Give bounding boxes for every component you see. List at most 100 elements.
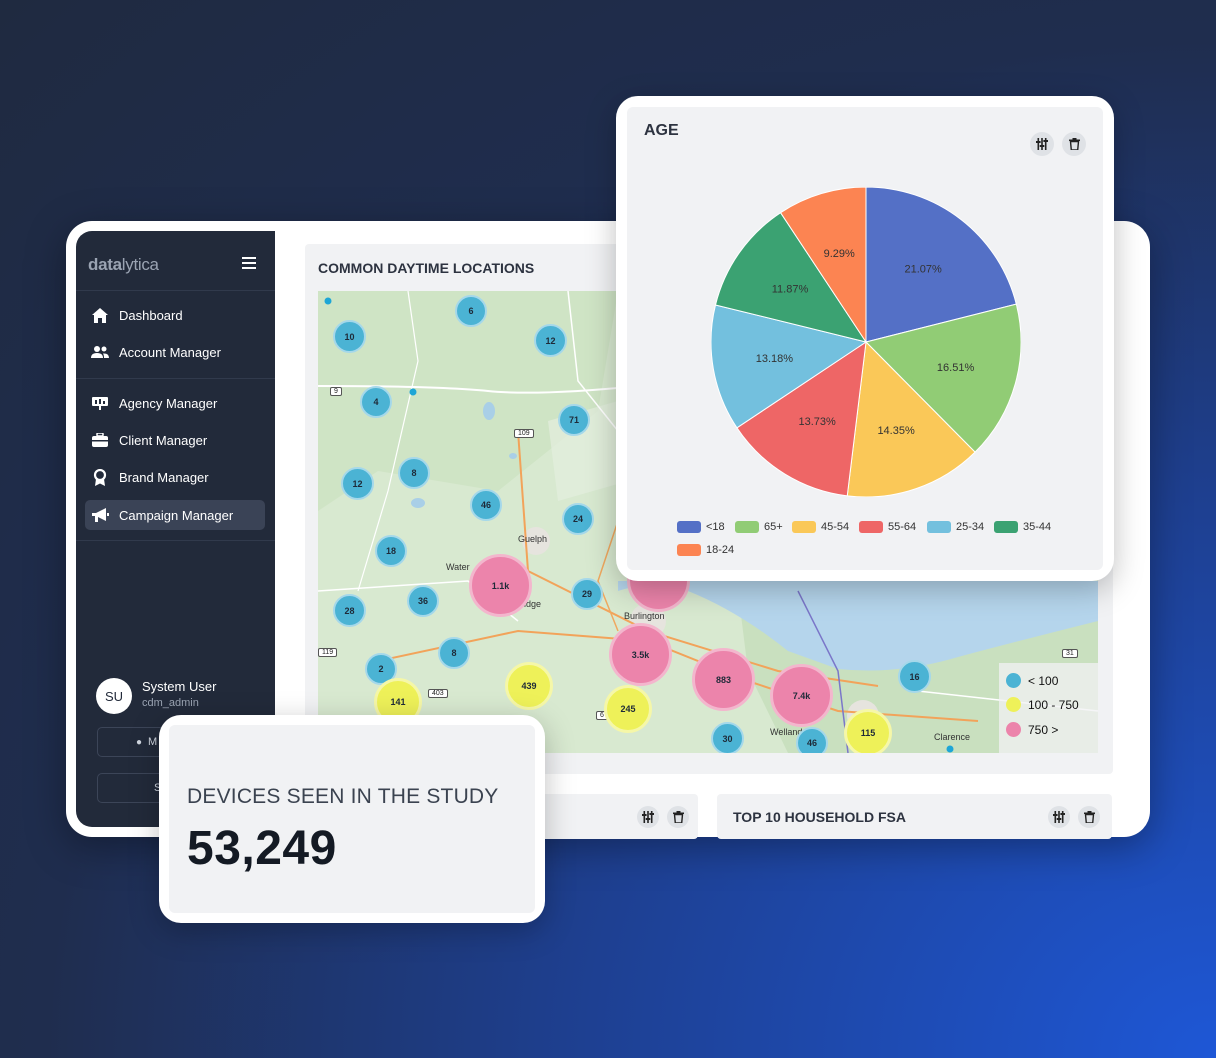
sidebar-divider — [76, 540, 275, 541]
nav-client-manager[interactable]: Client Manager — [85, 425, 265, 455]
trash-icon[interactable] — [1078, 806, 1100, 828]
pie-legend-item[interactable]: 35-44 — [994, 521, 1051, 533]
logo[interactable]: datalytica — [88, 255, 159, 274]
nav-dashboard[interactable]: Dashboard — [85, 300, 265, 330]
map-cluster[interactable]: 7.4k — [770, 664, 833, 727]
pie-legend-item[interactable]: 55-64 — [859, 521, 916, 533]
nav-label: Campaign Manager — [119, 507, 234, 523]
legend-swatch — [677, 544, 701, 556]
legend-label: 35-44 — [1023, 521, 1052, 533]
age-chart-card: AGE 21.07% 16.51% 14.35% 13.73% 13.18% 11.87%… — [627, 107, 1103, 570]
pie-legend-item[interactable]: 25-34 — [927, 521, 984, 533]
devices-label: DEVICES SEEN IN THE STUDY — [187, 785, 499, 808]
age-pie-chart: 21.07% 16.51% 14.35% 13.73% 13.18% 11.87% 9.29… — [711, 187, 1021, 497]
legend-item: 750 > — [1006, 722, 1058, 737]
nav-label: Agency Manager — [119, 395, 218, 411]
pie-slice-25-34[interactable] — [711, 304, 868, 429]
map-cluster[interactable]: 36 — [407, 585, 439, 617]
hamburger-menu-icon[interactable] — [242, 257, 256, 269]
pie-slice-45-54[interactable] — [846, 340, 976, 497]
pie-slice-<18[interactable] — [865, 187, 1017, 343]
road-shield: 9 — [330, 387, 342, 396]
user-circle-icon: ● — [136, 736, 143, 748]
map-cluster[interactable]: 71 — [558, 404, 590, 436]
pie-slice-55-64[interactable] — [736, 340, 867, 497]
pie-slice-65+[interactable] — [865, 303, 1021, 453]
home-icon — [91, 306, 109, 324]
map-cluster[interactable]: 46 — [470, 489, 502, 521]
map-cluster[interactable]: 1.1k — [469, 554, 532, 617]
sidebar: datalytica Dashboard Account Manager Age… — [76, 231, 275, 827]
nav-campaign-manager[interactable]: Campaign Manager — [85, 500, 265, 530]
map-cluster[interactable]: 12 — [341, 467, 374, 500]
legend-item: < 100 — [1006, 673, 1058, 688]
place-label: Burlington — [624, 611, 665, 621]
sidebar-divider — [76, 290, 275, 291]
pie-legend-item[interactable]: 18-24 — [677, 544, 734, 556]
road-shield: 31 — [1062, 649, 1078, 658]
legend-swatch — [859, 521, 883, 533]
legend-label: 25-34 — [956, 521, 985, 533]
map-cluster[interactable]: 12 — [534, 324, 567, 357]
place-label: idge — [524, 599, 542, 609]
place-label: Guelph — [518, 534, 548, 544]
card-actions — [1048, 806, 1100, 828]
map-cluster[interactable]: 46 — [796, 727, 828, 753]
pie-data-label: 14.35% — [877, 425, 915, 437]
sidebar-divider — [76, 378, 275, 379]
map-cluster[interactable]: 28 — [333, 594, 366, 627]
place-label: Welland — [770, 727, 803, 737]
map-cluster[interactable]: 29 — [571, 578, 603, 610]
filter-sliders-icon[interactable] — [1030, 132, 1054, 156]
map-cluster[interactable]: 30 — [711, 722, 744, 753]
map-cluster[interactable]: 8 — [438, 637, 470, 669]
filter-sliders-icon[interactable] — [637, 806, 659, 828]
map-cluster[interactable]: 24 — [562, 503, 594, 535]
pie-data-label: 21.07% — [905, 264, 943, 276]
card-title: TOP 10 HOUSEHOLD FSA — [733, 809, 906, 825]
map-cluster[interactable]: 18 — [375, 535, 407, 567]
map-cluster[interactable]: 245 — [604, 685, 652, 733]
legend-label: 18-24 — [706, 544, 735, 556]
map-cluster[interactable]: 16 — [898, 660, 931, 693]
map-cluster[interactable]: 883 — [692, 648, 755, 711]
devices-count: 53,249 — [187, 822, 337, 875]
nav-agency-manager[interactable]: Agency Manager — [85, 388, 265, 418]
legend-swatch — [927, 521, 951, 533]
nav-brand-manager[interactable]: Brand Manager — [85, 462, 265, 492]
legend-swatch — [1006, 697, 1021, 712]
users-icon — [91, 343, 109, 361]
card-title: COMMON DAYTIME LOCATIONS — [318, 260, 535, 276]
trash-icon[interactable] — [667, 806, 689, 828]
map-cluster[interactable]: 10 — [333, 320, 366, 353]
pie-slice-18-24[interactable] — [779, 187, 867, 344]
trash-icon[interactable] — [1062, 132, 1086, 156]
map-cluster[interactable]: 4 — [360, 386, 392, 418]
filter-sliders-icon[interactable] — [1048, 806, 1070, 828]
age-chart-window: AGE 21.07% 16.51% 14.35% 13.73% 13.18% 11.87%… — [616, 96, 1114, 581]
nav-account-manager[interactable]: Account Manager — [85, 337, 265, 367]
pie-legend-item[interactable]: <18 — [677, 521, 725, 533]
agency-icon — [91, 394, 109, 412]
user-role: cdm_admin — [142, 697, 199, 709]
avatar[interactable]: SU — [96, 678, 132, 714]
card-actions — [1030, 132, 1086, 156]
road-shield: 403 — [428, 689, 448, 698]
pie-slice-35-44[interactable] — [714, 211, 868, 343]
road-shield: 109 — [514, 429, 534, 438]
pie-legend-item[interactable]: 45-54 — [792, 521, 849, 533]
legend-swatch — [677, 521, 701, 533]
sidebar-button-label: M — [148, 736, 158, 748]
map-cluster[interactable]: 439 — [505, 662, 553, 710]
map-cluster[interactable]: 6 — [455, 295, 487, 327]
devices-card: DEVICES SEEN IN THE STUDY 53,249 — [169, 725, 535, 913]
map-cluster[interactable]: 8 — [398, 457, 430, 489]
card-title: AGE — [644, 122, 679, 139]
place-label: Clarence — [934, 732, 971, 742]
pie-data-label: 13.73% — [799, 416, 837, 428]
legend-label: 65+ — [764, 521, 783, 533]
map-cluster[interactable]: 115 — [844, 709, 892, 753]
pie-legend-item[interactable]: 65+ — [735, 521, 783, 533]
road-shield: 119 — [318, 648, 338, 657]
map-cluster[interactable]: 3.5k — [609, 623, 672, 686]
